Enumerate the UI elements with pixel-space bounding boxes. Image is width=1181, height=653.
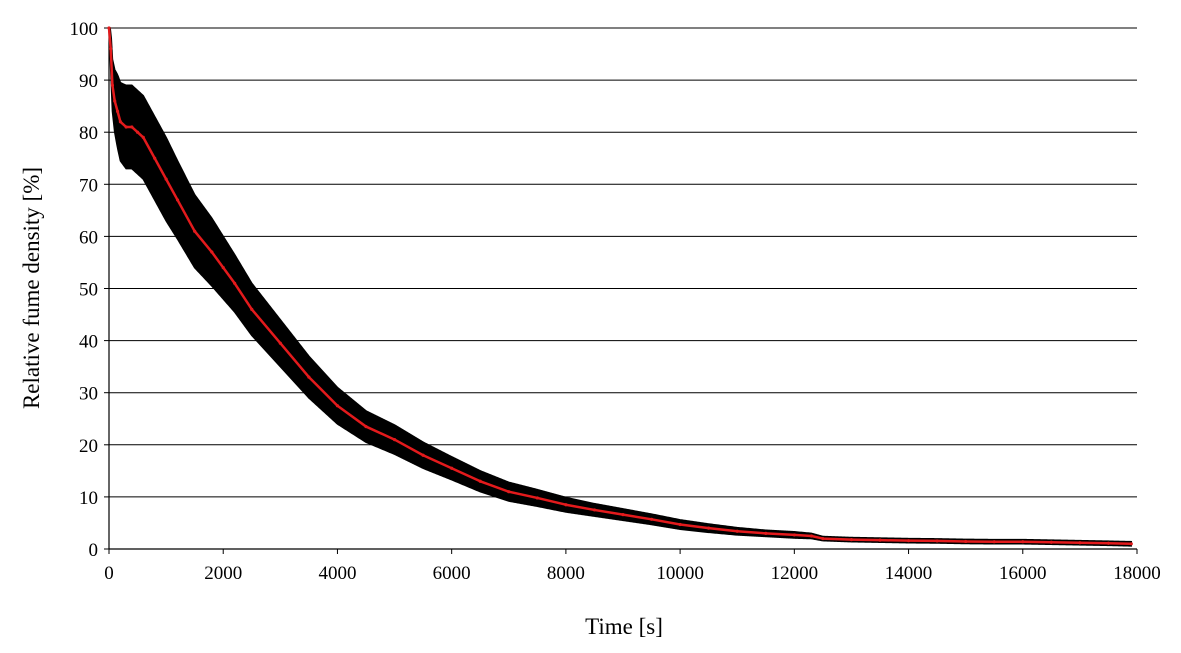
y-tick-labels: 0 10 20 30 40 50 60 70 80 90 100 bbox=[70, 19, 109, 561]
x-tick-label: 0 bbox=[104, 563, 114, 584]
data-point bbox=[992, 540, 996, 544]
series-line bbox=[107, 27, 1132, 546]
data-point bbox=[735, 529, 739, 533]
error-bars bbox=[108, 27, 1133, 547]
data-point bbox=[621, 513, 625, 517]
series-line-group bbox=[107, 26, 1133, 546]
y-axis-title: Relative fume density [%] bbox=[19, 167, 44, 409]
data-point bbox=[935, 539, 939, 543]
x-tick-label: 4000 bbox=[318, 563, 356, 584]
data-point bbox=[478, 479, 482, 483]
data-point bbox=[110, 83, 115, 87]
error-band bbox=[108, 27, 1133, 547]
y-tick-label: 40 bbox=[79, 332, 98, 353]
y-tick-label: 70 bbox=[79, 175, 98, 196]
data-point bbox=[450, 466, 454, 470]
data-point bbox=[878, 538, 882, 542]
data-point bbox=[592, 508, 597, 512]
y-tick-label: 20 bbox=[79, 436, 98, 457]
y-tick-label: 0 bbox=[89, 540, 99, 561]
data-point bbox=[233, 281, 237, 285]
data-point bbox=[906, 539, 911, 543]
data-point bbox=[1049, 540, 1053, 544]
data-point bbox=[364, 424, 368, 429]
x-tick-label: 16000 bbox=[999, 563, 1047, 584]
data-point bbox=[193, 229, 197, 233]
data-point bbox=[678, 522, 682, 527]
x-tick-label: 2000 bbox=[204, 563, 242, 584]
data-point bbox=[964, 539, 968, 544]
data-point bbox=[107, 26, 111, 30]
data-point bbox=[421, 453, 425, 457]
data-point bbox=[135, 130, 140, 134]
x-tick-label: 12000 bbox=[771, 563, 819, 584]
data-point bbox=[113, 99, 117, 103]
data-point bbox=[118, 120, 123, 124]
data-point bbox=[109, 47, 113, 51]
data-point bbox=[1129, 542, 1133, 546]
x-tick-label: 14000 bbox=[885, 563, 933, 584]
data-point bbox=[307, 375, 311, 379]
data-point bbox=[115, 109, 120, 113]
data-point bbox=[809, 534, 814, 538]
data-point bbox=[124, 125, 128, 129]
data-point bbox=[821, 536, 825, 541]
data-point bbox=[1106, 541, 1111, 545]
gridlines bbox=[109, 27, 1137, 498]
data-point bbox=[1021, 540, 1025, 544]
data-point bbox=[507, 490, 511, 494]
y-tick-label: 90 bbox=[79, 71, 98, 92]
x-tick-label: 8000 bbox=[547, 563, 585, 584]
data-point bbox=[392, 437, 397, 442]
data-point bbox=[764, 531, 768, 535]
x-axis-title: Time [s] bbox=[585, 614, 663, 639]
y-tick-label: 50 bbox=[79, 280, 98, 301]
y-tick-label: 60 bbox=[79, 227, 98, 248]
x-tick-label: 10000 bbox=[656, 563, 704, 584]
data-point bbox=[707, 526, 711, 530]
data-point bbox=[792, 533, 796, 537]
data-point bbox=[130, 125, 134, 129]
data-point bbox=[164, 177, 168, 181]
data-point bbox=[250, 307, 254, 311]
data-point bbox=[175, 198, 180, 202]
data-point bbox=[1078, 541, 1082, 545]
data-point bbox=[210, 250, 214, 254]
x-tick-label: 18000 bbox=[1113, 563, 1161, 584]
x-tick-label: 6000 bbox=[433, 563, 471, 584]
x-tick-labels: 0 2000 4000 6000 8000 10000 12000 14000 16000 180… bbox=[104, 549, 1161, 584]
data-point bbox=[141, 135, 145, 140]
data-point bbox=[535, 496, 539, 500]
data-point bbox=[649, 517, 654, 521]
y-tick-label: 30 bbox=[79, 384, 98, 405]
data-point bbox=[849, 538, 854, 542]
y-tick-label: 80 bbox=[79, 123, 98, 144]
y-tick-label: 10 bbox=[79, 488, 98, 509]
data-point bbox=[564, 503, 568, 507]
data-point bbox=[221, 266, 225, 270]
data-point bbox=[278, 341, 282, 345]
data-point bbox=[335, 404, 340, 408]
data-point bbox=[153, 156, 157, 160]
y-tick-label: 100 bbox=[70, 19, 99, 40]
